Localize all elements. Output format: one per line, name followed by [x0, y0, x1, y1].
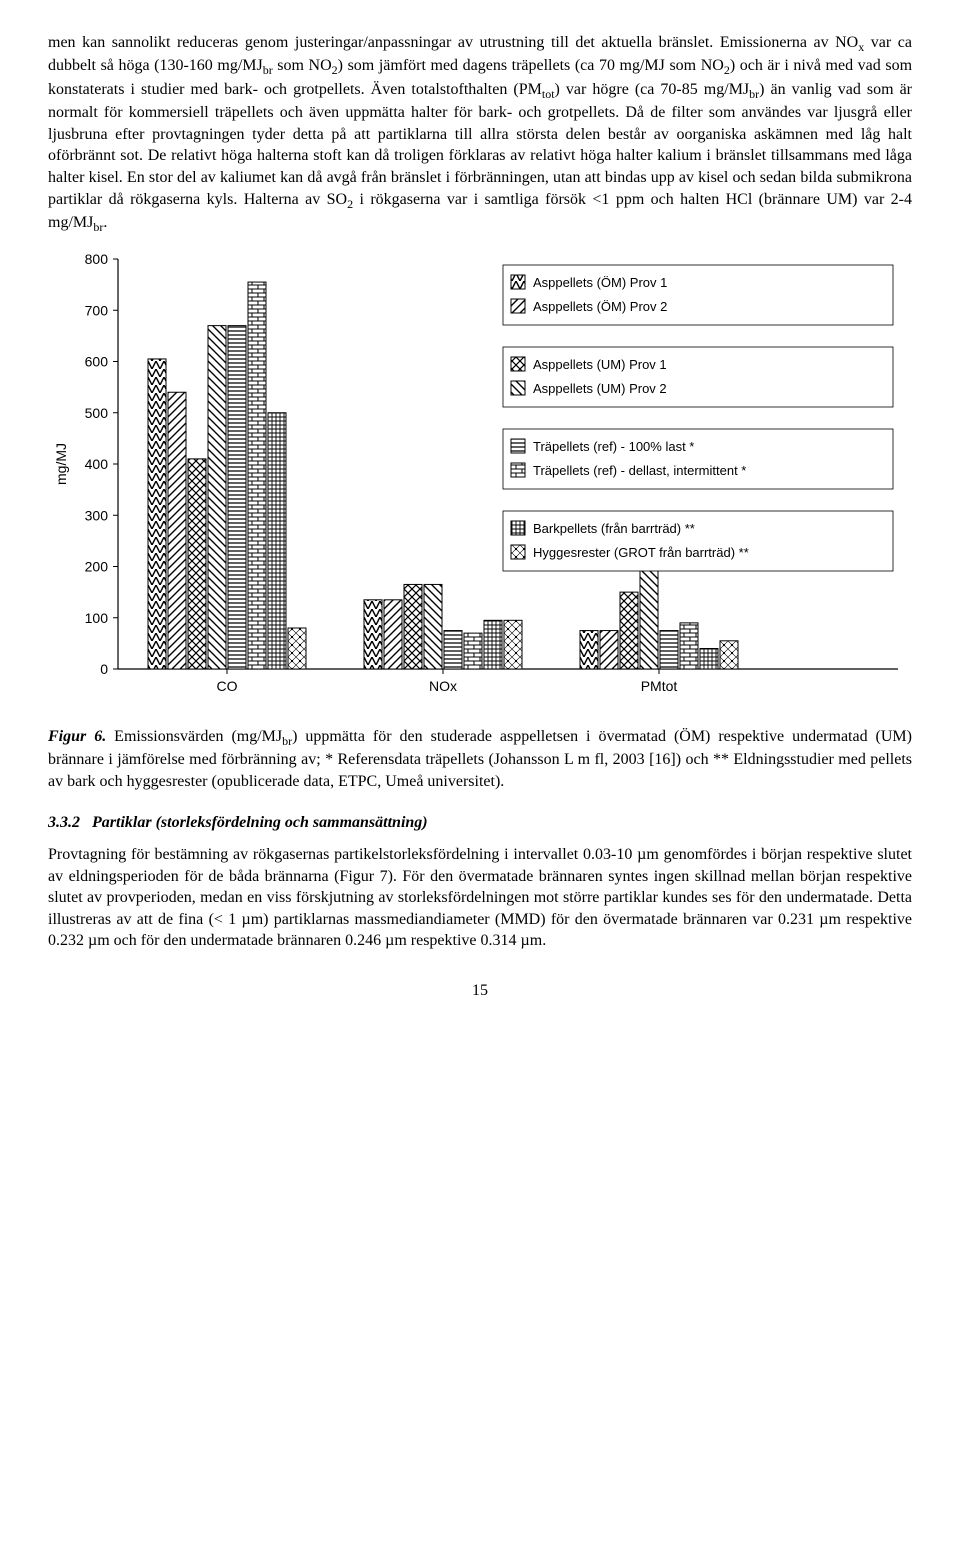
- figure-caption-text: Emissionsvärden (mg/MJbr) uppmätta för d…: [48, 728, 912, 790]
- svg-text:800: 800: [85, 251, 109, 267]
- svg-text:700: 700: [85, 303, 109, 319]
- section-number: 3.3.2: [48, 814, 80, 831]
- bar: [268, 413, 286, 669]
- bar: [600, 631, 618, 669]
- legend-box: [503, 511, 893, 571]
- svg-text:100: 100: [85, 610, 109, 626]
- svg-text:Asppellets (ÖM) Prov 1: Asppellets (ÖM) Prov 1: [533, 275, 667, 290]
- bar: [484, 621, 502, 670]
- section-heading: 3.3.2 Partiklar (storleksfördelning och …: [48, 812, 912, 834]
- svg-text:Asppellets (UM) Prov 1: Asppellets (UM) Prov 1: [533, 357, 667, 372]
- emissions-bar-chart-svg: 0 100 200 300 400 500 600 700 800 mg/MJ CO NOx PMtot…: [48, 249, 908, 709]
- bar: [580, 631, 598, 669]
- svg-text:Träpellets (ref) - 100% last *: Träpellets (ref) - 100% last *: [533, 439, 694, 454]
- bar: [504, 621, 522, 670]
- svg-text:CO: CO: [217, 678, 238, 694]
- svg-text:Barkpellets (från barrträd) **: Barkpellets (från barrträd) **: [533, 521, 695, 536]
- bar: [404, 585, 422, 670]
- figure-caption-lead: Figur 6.: [48, 728, 106, 745]
- bar: [208, 326, 226, 669]
- legend-box: [503, 347, 893, 407]
- svg-text:400: 400: [85, 456, 109, 472]
- bar: [424, 585, 442, 670]
- bar: [444, 631, 462, 669]
- bar: [700, 649, 718, 670]
- bar: [228, 326, 246, 669]
- svg-text:600: 600: [85, 354, 109, 370]
- body-paragraph-1: men kan sannolikt reduceras genom juster…: [48, 32, 912, 235]
- bar: [680, 623, 698, 669]
- bar: [248, 282, 266, 669]
- section-title: Partiklar (storleksfördelning och samman…: [92, 814, 428, 831]
- svg-text:mg/MJ: mg/MJ: [53, 443, 69, 485]
- bar: [620, 592, 638, 669]
- bar: [464, 633, 482, 669]
- svg-text:Hyggesrester (GROT från barrtr: Hyggesrester (GROT från barrträd) **: [533, 545, 749, 560]
- emissions-chart: 0 100 200 300 400 500 600 700 800 mg/MJ CO NOx PMtot…: [48, 249, 912, 716]
- svg-text:300: 300: [85, 508, 109, 524]
- body-paragraph-2: Provtagning för bestämning av rökgaserna…: [48, 844, 912, 952]
- legend-box: [503, 429, 893, 489]
- bar: [720, 641, 738, 669]
- bar: [188, 459, 206, 669]
- svg-text:500: 500: [85, 405, 109, 421]
- svg-text:NOx: NOx: [429, 678, 457, 694]
- bar: [288, 628, 306, 669]
- svg-text:Träpellets (ref) - dellast, in: Träpellets (ref) - dellast, intermittent…: [533, 463, 746, 478]
- svg-text:0: 0: [100, 661, 108, 677]
- svg-text:200: 200: [85, 559, 109, 575]
- svg-text:PMtot: PMtot: [641, 678, 678, 694]
- bar: [148, 359, 166, 669]
- bar: [364, 600, 382, 669]
- bar: [168, 393, 186, 670]
- figure-caption: Figur 6. Emissionsvärden (mg/MJbr) uppmä…: [48, 726, 912, 793]
- legend-box: [503, 265, 893, 325]
- svg-text:Asppellets (UM) Prov 2: Asppellets (UM) Prov 2: [533, 381, 667, 396]
- bar: [660, 631, 678, 669]
- svg-text:Asppellets (ÖM) Prov 2: Asppellets (ÖM) Prov 2: [533, 299, 667, 314]
- bar: [384, 600, 402, 669]
- page-number: 15: [48, 980, 912, 1002]
